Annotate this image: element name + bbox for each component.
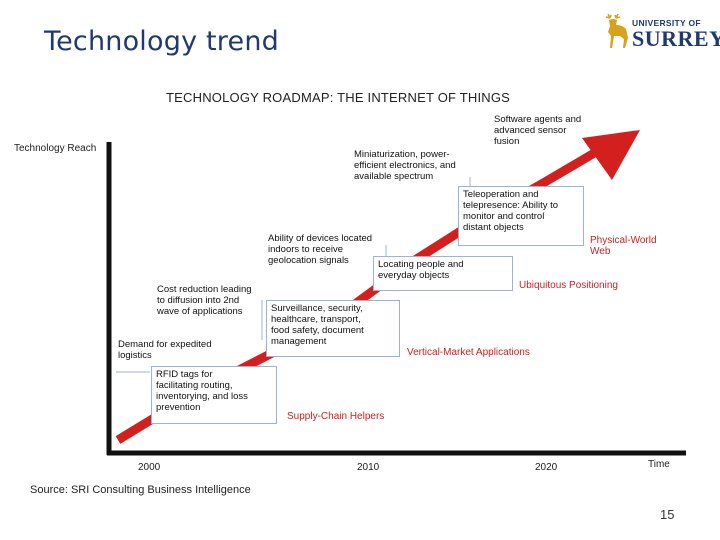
x-tick-label: 2000 xyxy=(138,462,161,473)
logo-line-1: UNIVERSITY OF xyxy=(632,18,701,28)
phase-name-vertical: Vertical-Market Applications xyxy=(407,347,530,358)
phase-box-ubiquitous: Locating people and everyday objects xyxy=(373,256,513,291)
trend-arrow-head xyxy=(582,130,640,180)
x-axis-label: Time xyxy=(648,459,670,470)
phase-name-physical-world: Physical-World Web xyxy=(590,235,657,257)
slide-title: Technology trend xyxy=(44,26,279,57)
diagram-title: TECHNOLOGY ROADMAP: THE INTERNET OF THIN… xyxy=(166,90,511,105)
x-tick-label: 2010 xyxy=(357,462,380,473)
phase-name-supply-chain: Supply-Chain Helpers xyxy=(287,411,385,422)
phase-box-physical-world: Teleoperation and telepresence: Ability … xyxy=(458,186,584,246)
page-number: 15 xyxy=(660,507,675,522)
stag-emblem-icon xyxy=(605,14,628,48)
y-axis-label: Technology Reach xyxy=(14,143,97,154)
driver-label-supply-chain: Demand for expedited logistics xyxy=(118,339,212,361)
x-tick-label: 2020 xyxy=(535,462,558,473)
source-caption: Source: SRI Consulting Business Intellig… xyxy=(30,484,251,496)
phase-name-ubiquitous: Ubiquitous Positioning xyxy=(519,280,618,291)
driver-label-physical-world: Miniaturization, power- efficient electr… xyxy=(354,149,456,182)
driver-label-vertical: Cost reduction leading to diffusion into… xyxy=(157,284,252,317)
phase-box-vertical: Surveillance, security, healthcare, tran… xyxy=(266,300,400,357)
phase-box-supply-chain: RFID tags for facilitating routing, inve… xyxy=(151,366,277,424)
logo-line-2: SURREY xyxy=(632,26,720,51)
university-logo: UNIVERSITY OF SURREY xyxy=(602,14,720,54)
top-driver-label: Software agents and advanced sensor fusi… xyxy=(494,114,582,147)
driver-label-ubiquitous: Ability of devices located indoors to re… xyxy=(268,233,373,266)
